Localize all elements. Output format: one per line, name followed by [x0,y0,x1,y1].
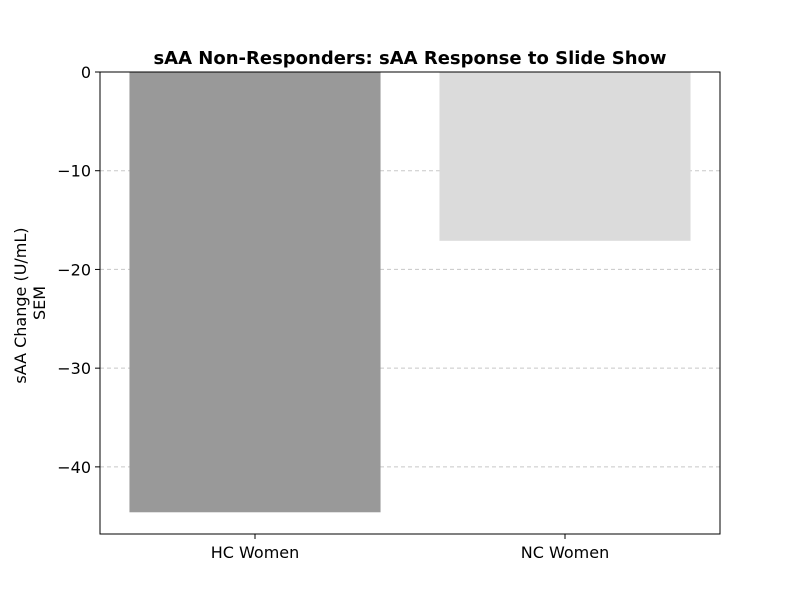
chart-title: sAA Non-Responders: sAA Response to Slid… [153,48,666,69]
x-tick-label: HC Women [211,543,300,562]
y-axis-ticks: 0 −10 −20 −30 −40 [57,63,100,477]
plot-frame [99,71,721,535]
y-tick-label: −10 [57,162,91,181]
y-tick-label: −40 [57,458,91,477]
x-tick-label: NC Women [521,543,609,562]
y-tick-label: 0 [81,63,91,82]
y-axis-label-line-1: sAA Change (U/mL) [11,227,30,383]
bar-nc-women [439,72,691,241]
y-tick-label: −20 [57,260,91,279]
y-axis-label-line-2: SEM [30,286,49,320]
bar-hc-women [129,72,381,513]
y-tick-label: −30 [57,359,91,378]
y-axis-label: sAA Change (U/mL) SEM [11,222,49,383]
y-gridlines [100,170,720,468]
bars [129,72,691,513]
x-axis-ticks: HC Women NC Women [211,534,609,562]
